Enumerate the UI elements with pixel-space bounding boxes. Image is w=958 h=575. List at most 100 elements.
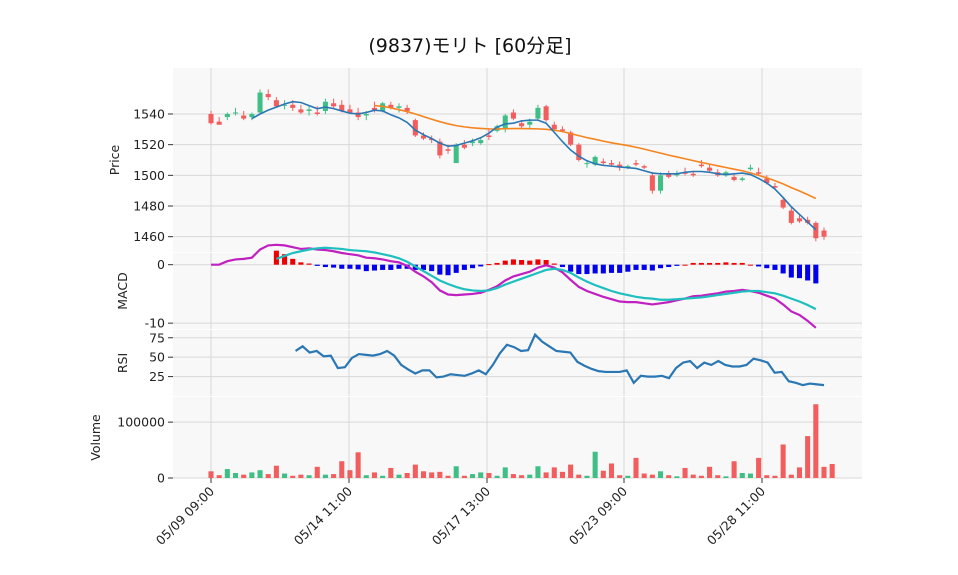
volume-bar (453, 466, 459, 478)
xtick-label: 05/09 09:00 (153, 483, 217, 547)
macd-histogram-bar (388, 264, 394, 270)
rsi-panel: 25 50 75 RSI (115, 330, 862, 396)
volume-bar (519, 475, 525, 478)
candle-body (796, 218, 803, 222)
volume-bar (584, 475, 590, 478)
volume-bar (682, 467, 688, 478)
candle-body (666, 173, 672, 177)
macd-histogram-bar (707, 262, 713, 265)
macd-histogram-bar (666, 264, 672, 268)
price-ytick-label: 1460 (133, 229, 165, 244)
macd-histogram-bar (772, 264, 778, 270)
volume-bar (666, 475, 672, 478)
macd-histogram-bar (715, 262, 721, 265)
macd-histogram-bar (756, 264, 762, 267)
volume-ytick-label: 100000 (117, 415, 165, 430)
candle-body (576, 144, 582, 160)
macd-histogram-bar (559, 264, 565, 268)
volume-bar (273, 465, 279, 478)
volume-bar (347, 470, 353, 478)
macd-histogram-bar (396, 264, 402, 269)
macd-histogram-bar (592, 264, 598, 274)
macd-histogram-bar (331, 264, 337, 268)
volume-bar (322, 474, 328, 478)
macd-histogram-bar (649, 264, 655, 271)
volume-bar (772, 475, 778, 478)
volume-bar (698, 475, 704, 478)
macd-histogram-bar (453, 264, 459, 273)
volume-bar (363, 475, 369, 478)
candle-body (249, 114, 255, 118)
volume-bar (257, 470, 263, 478)
ma-long-line (374, 104, 817, 200)
candle-body (224, 114, 230, 118)
volume-bar (216, 475, 222, 478)
macd-histogram-bar (682, 264, 688, 266)
volume-ytick-label: 0 (157, 471, 165, 486)
rsi-ytick-label: 25 (149, 369, 165, 384)
volume-bar (796, 467, 803, 478)
macd-histogram-bar (690, 262, 696, 265)
volume-bar (649, 474, 655, 478)
candle-body (502, 115, 508, 130)
macd-histogram-bar (625, 264, 631, 272)
macd-histogram-bar (347, 264, 353, 269)
macd-histogram-bar (486, 264, 492, 266)
volume-bar (543, 472, 549, 478)
macd-histogram-bar (805, 264, 811, 281)
volume-bar (412, 464, 418, 478)
volume-bar (756, 457, 762, 478)
volume-bar (764, 475, 770, 478)
candle-body (633, 163, 639, 165)
volume-bar (788, 474, 794, 478)
macd-histogram-bar (470, 264, 476, 269)
candle-body (306, 109, 312, 111)
price-panel: 1460 1480 1500 1520 1540 Price (107, 68, 862, 252)
volume-bar (592, 451, 598, 478)
macd-histogram-bar (633, 264, 639, 270)
macd-histogram-bar (780, 264, 786, 274)
candle-body (649, 175, 655, 191)
volume-bar (747, 473, 753, 478)
candle-body (698, 164, 704, 167)
macd-histogram-bar (674, 264, 680, 266)
candle-body (290, 104, 296, 108)
volume-bar (265, 474, 271, 478)
candle-body (404, 107, 410, 111)
volume-bar (641, 473, 647, 478)
price-panel-bg (173, 68, 862, 252)
volume-bar (617, 475, 623, 478)
macd-ytick-label: 0 (157, 257, 165, 272)
volume-bar (821, 466, 827, 478)
volume-panel: 0 100000 Volume 05/09 09:00 05/14 11:00 05/17… (88, 397, 862, 548)
volume-bar (829, 464, 835, 478)
candle-body (241, 115, 247, 119)
volume-bar (470, 474, 476, 478)
xtick-label: 05/28 11:00 (704, 483, 768, 547)
volume-bar (551, 467, 557, 478)
candle-body (478, 140, 484, 144)
volume-bar (290, 475, 296, 478)
volume-bar (527, 474, 533, 478)
candle-body (363, 114, 369, 116)
macd-histogram-bar (641, 264, 647, 270)
candle-body (412, 120, 418, 136)
volume-bar (600, 470, 606, 478)
macd-ytick-label: -10 (145, 316, 165, 331)
candle-body (707, 167, 713, 171)
volume-bar (739, 472, 745, 478)
candle-body (780, 199, 786, 208)
macd-histogram-bar (363, 264, 369, 272)
xtick-label: 05/14 11:00 (291, 483, 355, 547)
candle-body (208, 114, 214, 124)
macd-histogram-bar (535, 259, 541, 265)
macd-histogram-bar (617, 264, 623, 273)
volume-bar (625, 475, 631, 478)
candle-body (486, 135, 492, 137)
volume-bar (306, 475, 312, 478)
volume-bar (380, 475, 386, 478)
volume-bar (559, 471, 565, 478)
macd-histogram-bar (600, 264, 606, 274)
candle-body (339, 104, 345, 111)
candle-body (535, 107, 541, 119)
